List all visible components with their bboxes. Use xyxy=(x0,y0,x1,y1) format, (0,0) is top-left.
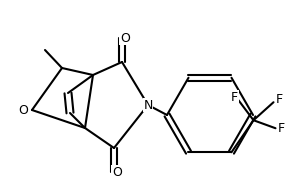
Text: O: O xyxy=(112,165,122,179)
Text: O: O xyxy=(18,104,28,117)
Text: N: N xyxy=(143,99,153,112)
Text: F: F xyxy=(278,122,285,135)
Text: F: F xyxy=(276,93,283,106)
Text: F: F xyxy=(231,91,238,104)
Text: O: O xyxy=(120,32,130,45)
